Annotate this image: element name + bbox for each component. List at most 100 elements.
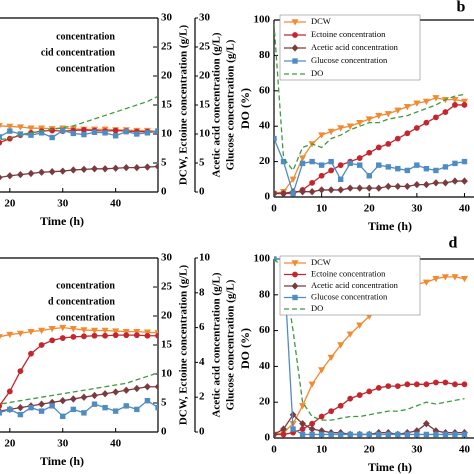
legend-label: Acetic acid concentration xyxy=(311,280,399,290)
y-axis-label: DO (%) xyxy=(238,328,252,369)
marker xyxy=(375,184,383,192)
marker xyxy=(394,135,401,142)
marker xyxy=(327,354,335,362)
marker xyxy=(143,329,151,336)
y2-tick-label: 30 xyxy=(161,252,173,264)
marker xyxy=(38,168,45,176)
marker xyxy=(423,431,430,438)
x-tick-label: 30 xyxy=(411,203,423,215)
marker xyxy=(346,184,354,192)
marker xyxy=(366,431,372,438)
marker xyxy=(49,134,55,141)
marker xyxy=(433,431,439,438)
marker xyxy=(48,326,56,333)
marker xyxy=(413,381,420,388)
marker xyxy=(49,127,56,134)
marker xyxy=(112,332,119,339)
marker xyxy=(347,431,353,438)
marker xyxy=(337,431,344,438)
marker xyxy=(6,172,14,180)
marker xyxy=(442,379,449,386)
marker xyxy=(27,328,35,336)
marker xyxy=(433,379,439,386)
marker xyxy=(112,328,120,335)
marker xyxy=(299,420,306,428)
marker xyxy=(356,119,364,127)
panel-label: d xyxy=(449,235,458,252)
marker xyxy=(292,32,298,38)
marker xyxy=(59,167,67,175)
marker xyxy=(60,413,66,420)
marker xyxy=(134,406,140,413)
marker xyxy=(366,388,373,395)
marker xyxy=(346,123,354,130)
y2-tick-label: 0 xyxy=(161,186,167,198)
x-tick-label: 10 xyxy=(316,444,328,456)
plot-area xyxy=(0,95,158,181)
marker xyxy=(155,332,158,339)
legend-label: Ectoine concentration xyxy=(311,29,386,39)
marker xyxy=(112,408,119,414)
marker xyxy=(461,158,468,165)
legend-label: Glucose concentration xyxy=(311,55,388,65)
marker xyxy=(0,403,3,409)
marker xyxy=(133,328,141,336)
x-axis-label: Time (h) xyxy=(368,460,412,474)
marker xyxy=(274,189,278,198)
marker xyxy=(318,132,326,139)
marker xyxy=(394,383,401,389)
marker xyxy=(274,256,277,262)
marker xyxy=(422,98,430,106)
marker xyxy=(347,395,354,402)
marker xyxy=(366,173,372,179)
marker xyxy=(328,158,334,165)
marker xyxy=(423,165,430,172)
marker xyxy=(80,165,88,174)
series-line xyxy=(274,258,465,421)
marker xyxy=(413,125,420,131)
marker xyxy=(422,180,430,189)
y2-tick-label: 10 xyxy=(161,128,173,140)
marker xyxy=(460,275,468,283)
marker xyxy=(290,426,296,432)
marker xyxy=(28,132,34,138)
marker xyxy=(144,130,151,136)
marker xyxy=(59,324,67,332)
marker xyxy=(376,162,382,168)
marker xyxy=(0,123,3,129)
marker xyxy=(309,179,315,186)
x-tick-label: 30 xyxy=(57,198,69,210)
marker xyxy=(49,403,55,409)
panel-label: b xyxy=(457,0,466,16)
legend-label: DO xyxy=(311,303,323,313)
legend-label: Acetic acid concentration xyxy=(311,42,399,52)
y2-tick-label: 5 xyxy=(161,157,167,169)
marker xyxy=(155,128,158,134)
x-tick-label: 40 xyxy=(110,198,122,210)
series-line xyxy=(274,23,465,172)
marker xyxy=(461,102,468,108)
marker xyxy=(299,431,306,438)
marker xyxy=(101,327,109,335)
marker xyxy=(6,123,14,131)
marker xyxy=(308,425,316,433)
y2-tick-label: 5 xyxy=(161,397,167,409)
marker xyxy=(123,332,130,339)
marker xyxy=(0,334,3,340)
marker xyxy=(38,342,45,348)
marker xyxy=(433,114,439,121)
marker xyxy=(441,274,449,281)
marker xyxy=(291,282,299,290)
marker xyxy=(102,130,108,136)
legend-label: DCW xyxy=(311,16,331,26)
y3-axis-label: Glucose concentration (g/L) xyxy=(225,279,237,410)
marker xyxy=(123,128,129,135)
marker xyxy=(413,100,421,107)
marker xyxy=(337,162,344,169)
marker xyxy=(423,381,430,388)
legend-label: concentration xyxy=(56,63,115,74)
x-axis-label: Time (h) xyxy=(40,454,84,468)
marker xyxy=(80,327,88,334)
marker xyxy=(318,367,326,374)
